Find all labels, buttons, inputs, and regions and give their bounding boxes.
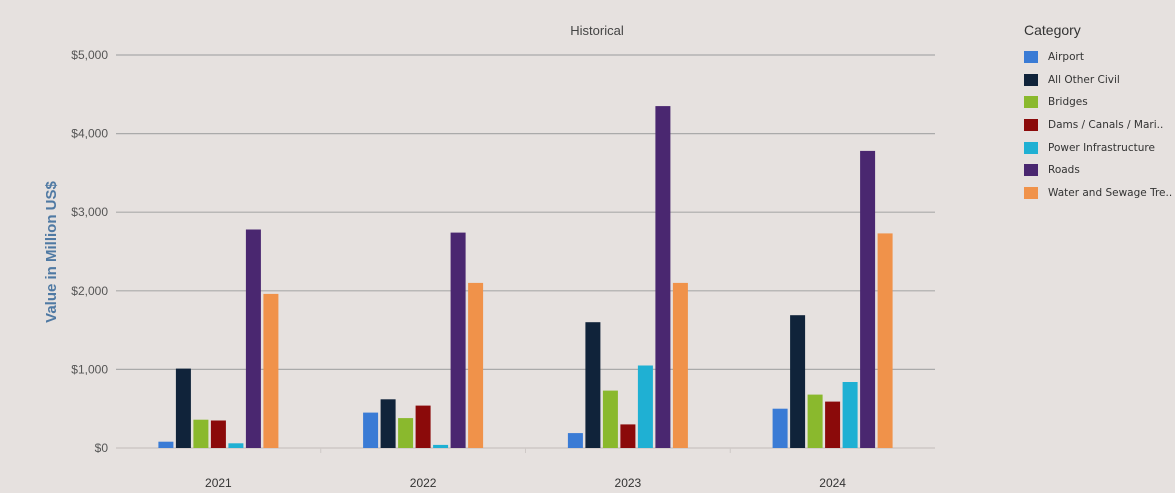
- legend-swatch: [1024, 141, 1038, 154]
- legend-label: Roads: [1048, 164, 1080, 177]
- bar[interactable]: [468, 282, 484, 448]
- y-axis-label: Value in Million US$: [43, 180, 60, 322]
- bar[interactable]: [585, 322, 601, 448]
- legend-swatch: [1024, 51, 1038, 64]
- bars: [158, 106, 893, 449]
- legend-label: Bridges: [1048, 96, 1088, 109]
- bar[interactable]: [228, 443, 244, 448]
- bar[interactable]: [415, 405, 431, 448]
- x-tick-label: 2023: [615, 476, 642, 490]
- legend-item[interactable]: Dams / Canals / Mari..: [1016, 114, 1175, 137]
- legend-label: Power Infrastructure: [1048, 141, 1155, 154]
- legend-label: Airport: [1048, 51, 1084, 64]
- legend-swatch: [1024, 186, 1038, 199]
- legend: Category Airport All Other Civil Bridges Da…: [1016, 22, 1175, 204]
- bar[interactable]: [655, 106, 671, 448]
- y-axis-ticks: $0 $1,000 $2,000 $3,000 $4,000 $5,000: [71, 48, 108, 455]
- bar[interactable]: [877, 233, 893, 448]
- legend-item[interactable]: Airport: [1016, 46, 1175, 69]
- bar[interactable]: [158, 441, 174, 448]
- x-tick-label: 2022: [410, 476, 437, 490]
- bar[interactable]: [790, 315, 806, 448]
- legend-swatch: [1024, 96, 1038, 109]
- legend-item[interactable]: Roads: [1016, 159, 1175, 182]
- bar[interactable]: [175, 368, 191, 448]
- legend-items: Airport All Other Civil Bridges Dams / Cana…: [1016, 46, 1175, 204]
- x-tick-label: 2024: [819, 476, 846, 490]
- bar[interactable]: [450, 232, 466, 448]
- bar[interactable]: [380, 399, 396, 448]
- legend-label: Dams / Canals / Mari..: [1048, 119, 1164, 132]
- legend-swatch: [1024, 119, 1038, 132]
- chart-title: Historical: [570, 23, 624, 38]
- legend-item[interactable]: Power Infrastructure: [1016, 136, 1175, 159]
- bar[interactable]: [842, 382, 858, 448]
- bar[interactable]: [433, 444, 449, 448]
- legend-item[interactable]: Bridges: [1016, 91, 1175, 114]
- y-tick-label: $5,000: [71, 48, 108, 62]
- bar[interactable]: [772, 408, 788, 448]
- bar[interactable]: [398, 418, 414, 448]
- legend-title: Category: [1024, 22, 1081, 38]
- bar[interactable]: [193, 419, 209, 448]
- bar[interactable]: [672, 282, 688, 448]
- legend-swatch: [1024, 73, 1038, 86]
- legend-label: Water and Sewage Tre..: [1048, 186, 1173, 199]
- x-axis-ticks: 2021 2022 2023 2024: [205, 448, 846, 490]
- bar[interactable]: [263, 293, 279, 448]
- y-tick-label: $0: [95, 441, 109, 455]
- bar[interactable]: [807, 394, 823, 448]
- bar[interactable]: [620, 424, 636, 448]
- legend-item[interactable]: Water and Sewage Tre..: [1016, 182, 1175, 205]
- bar[interactable]: [210, 420, 226, 449]
- legend-item[interactable]: All Other Civil: [1016, 69, 1175, 92]
- legend-swatch: [1024, 164, 1038, 177]
- legend-label: All Other Civil: [1048, 73, 1120, 86]
- bar[interactable]: [363, 412, 379, 448]
- gridlines: [116, 54, 935, 449]
- y-tick-label: $2,000: [71, 284, 108, 298]
- bar[interactable]: [245, 229, 261, 449]
- bar[interactable]: [567, 433, 583, 448]
- bar[interactable]: [825, 401, 841, 448]
- y-tick-label: $1,000: [71, 362, 108, 376]
- bar[interactable]: [602, 390, 618, 448]
- bar[interactable]: [637, 365, 653, 449]
- y-tick-label: $3,000: [71, 205, 108, 219]
- y-tick-label: $4,000: [71, 127, 108, 141]
- bar[interactable]: [860, 150, 876, 448]
- x-tick-label: 2021: [205, 476, 232, 490]
- bar-chart: Historical Value in Million US$ $0 $1,000…: [43, 23, 935, 490]
